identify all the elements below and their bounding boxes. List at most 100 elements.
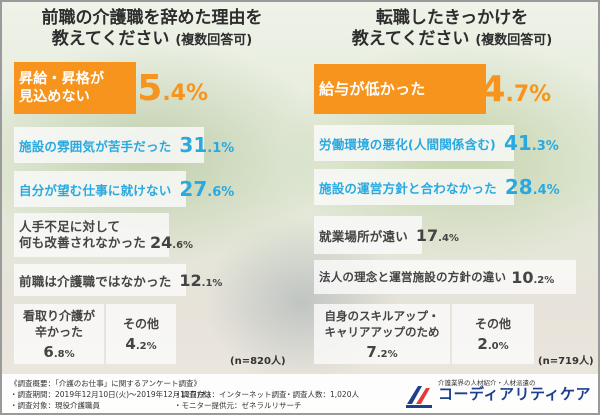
survey-target: ・調査対象：現役介護職員 [10,401,100,410]
right-bar-3-pct-dec: .4% [532,183,560,198]
left-bar-5: 前職は介護職ではなかった 12.1% [14,264,284,296]
left-bar-4-pct: 24.6% [150,233,193,252]
left-bar-5-pct-dec: .1% [201,277,223,289]
right-bar-5: 法人の理念と運営施設の方針の違い 10.2% [314,260,594,294]
right-bar-4: 就業場所が遠い 17.4% [314,216,594,254]
right-bar-2-note: (人間関係含む) [407,136,496,152]
right-bar-1-pct-int: 54 [455,68,506,110]
left-bar-4-pct-int: 24 [150,232,173,252]
right-bar-4-pct-dec: .4% [438,232,459,244]
left-bar-2-pct-dec: .1% [207,141,235,156]
right-tile-2: その他 2.0% [452,304,534,364]
right-tile-1-pct-dec: .2% [376,348,398,360]
left-sample-size: (n=820人) [230,356,286,367]
survey-monitor: ・モニター提供元：ゼネラルリサーチ [174,401,302,410]
right-bar-2-pct: 41.3% [504,131,559,155]
right-tile-2-pct-int: 2 [477,334,488,353]
left-tile-1-pct-dec: .8% [53,348,75,360]
right-title-sub: (複数回答可) [475,33,553,48]
right-tile-1-label-l1: 自身のスキルアップ・ [324,308,440,323]
left-title-sub: (複数回答可) [175,33,253,48]
left-bar-3-label: 自分が望む仕事に就けない [19,182,172,198]
left-bar-4-label-l2: 何も改善されなかった [19,235,147,250]
right-bar-1-fill [314,64,486,114]
right-tile-1-pct: 7.2% [366,343,397,361]
left-bar-5-label: 前職は介護職ではなかった [19,273,172,289]
left-title: 前職の介護職を辞めた理由を 教えてください (複数回答可) [2,8,302,51]
right-bar-3-pct: 28.4% [505,175,560,199]
right-bar-1-label: 給与が低かった [319,80,426,98]
left-bar-3-pct-int: 27 [179,177,208,201]
left-tile-1-pct: 6.8% [43,343,74,361]
left-bar-2-label: 施設の雰囲気が苦手だった [19,138,172,154]
left-bar-5-pct: 12.1% [179,271,222,290]
left-title-main: 教えてください [51,29,170,49]
left-title-line2: 教えてください (複数回答可) [2,29,302,51]
left-bar-2-pct-int: 31 [179,133,208,157]
survey-method: ・調査方法：インターネット調査 [174,390,287,399]
right-sample-size: (n=719人) [538,356,594,367]
right-tile-1-pct-int: 7 [366,342,377,361]
right-title-line1: 転職したきっかけを [375,8,529,28]
left-tile-2-label: その他 [122,316,159,331]
left-tile-1-label: 看取り介護が 辛かった [23,308,95,340]
left-tile-1: 看取り介護が 辛かった 6.8% [14,304,104,364]
left-bar-1-pct: 35.4% [112,68,208,109]
right-bar-3-fill [314,169,514,205]
right-title: 転職したきっかけを 教えてください (複数回答可) [302,8,598,51]
logo-tagline: 介護業界の人材紹介・人材派遣の [438,379,536,387]
survey-period: ・調査期間：2019年12月10日(火)～2019年12月12日(木) [10,390,211,399]
survey-footer: 《調査概要：「介護のお仕事」に関するアンケート調査》 ・調査期間：2019年12… [2,374,598,413]
left-bar-1-pct-dec: .4% [162,80,209,106]
left-bar-4-label-l1: 人手不足に対して [19,219,121,234]
right-tile-1: 自身のスキルアップ・ キャリアアップのため 7.2% [314,304,450,364]
left-bar-3: 自分が望む仕事に就けない 27.6% [14,171,284,207]
right-bar-2: 労働環境の悪化 (人間関係含む) 41.3% [314,125,594,161]
right-bar-3-label: 施設の運営方針と合わなかった [319,180,497,196]
right-bar-3: 施設の運営方針と合わなかった 28.4% [314,169,594,205]
survey-people: ・調査人数：1,020人 [285,390,359,399]
right-tile-2-pct-dec: .0% [487,340,509,352]
left-bar-2: 施設の雰囲気が苦手だった 31.1% [14,127,284,163]
survey-overview-heading: 《調査概要：「介護のお仕事」に関するアンケート調査》 [10,379,201,388]
left-title-line1: 前職の介護職を辞めた理由を [41,8,263,28]
right-bar-1: 給与が低かった 54.7% [314,64,594,114]
company-logo: 介護業界の人材紹介・人材派遣の コーディアリティケア [402,376,598,413]
left-column: 前職の介護職を辞めた理由を 教えてください (複数回答可) 昇給・昇格が 見込め… [2,2,302,372]
left-bar-1-pct-int: 35 [112,67,163,109]
left-tile-1-label-l2: 辛かった [34,324,83,339]
right-bar-5-fill [314,260,576,294]
logo-mark-icon [406,386,432,408]
right-bar-5-label: 法人の理念と運営施設の方針の違い [319,270,507,284]
left-tile-2-pct: 4.2% [125,335,156,353]
left-bar-1: 昇給・昇格が 見込めない 35.4% [14,62,284,114]
right-bar-5-pct-dec: .2% [533,274,555,286]
left-bar-1-label-l2: 見込めない [19,89,90,105]
right-bar-5-pct: 10.2% [511,268,554,287]
right-bar-2-pct-int: 41 [503,131,532,155]
left-bar-2-pct: 31.1% [179,133,234,157]
left-bar-1-label-l1: 昇給・昇格が [19,71,105,87]
right-tile-2-label: その他 [474,316,511,331]
right-bar-4-pct: 17.4% [416,226,459,245]
right-bar-2-pct-dec: .3% [531,139,559,154]
left-tile-1-pct-int: 6 [43,342,54,361]
left-bar-5-pct-int: 12 [179,270,202,290]
left-bar-5-fill [14,264,186,296]
right-title-line2: 教えてください (複数回答可) [302,29,598,51]
right-bar-4-fill [314,216,422,254]
left-bar-4-pct-dec: .6% [172,239,194,251]
right-bar-4-pct-int: 17 [415,225,439,245]
right-column: 転職したきっかけを 教えてください (複数回答可) 給与が低かった 54.7% … [302,2,598,372]
left-bar-2-fill [14,127,204,163]
right-bar-3-pct-int: 28 [504,175,533,199]
right-bar-5-pct-int: 10 [511,267,534,287]
logo-name: コーディアリティケア [438,385,592,403]
left-bar-4: 人手不足に対して 何も改善されなかった 24.6% [14,213,284,257]
left-bar-1-label: 昇給・昇格が 見込めない [19,70,104,106]
right-bar-2-fill [314,125,514,161]
right-title-main: 教えてください [351,29,470,49]
left-bar-3-pct-dec: .6% [207,185,235,200]
right-tile-1-label-l2: キャリアアップのため [324,324,440,339]
